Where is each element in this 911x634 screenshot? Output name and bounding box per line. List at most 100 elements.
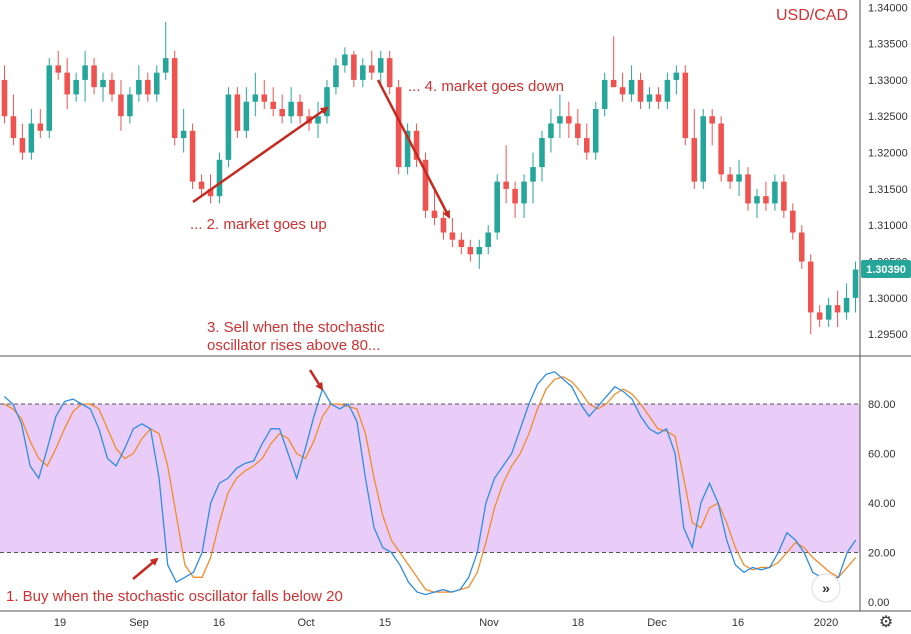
candle-body [476, 247, 483, 255]
candle-body [781, 181, 787, 211]
candle-body [790, 210, 796, 233]
down-arrow [376, 79, 451, 219]
candle-body [485, 232, 492, 248]
time-tick-label: 2020 [814, 617, 838, 629]
chart-title: USD/CAD [776, 7, 848, 24]
candle-body [395, 87, 402, 168]
stochastic-tick-label: 20.00 [868, 548, 896, 560]
stochastic-tick-label: 80.00 [868, 399, 896, 411]
buy-arrow [132, 557, 159, 580]
candle-body [342, 54, 348, 66]
time-tick-label: 15 [379, 617, 391, 629]
candle-body [368, 65, 375, 73]
annotation-market-up: ... 2. market goes up [190, 216, 327, 233]
candle-body [19, 138, 26, 153]
candle-body [180, 130, 187, 139]
candle-body [521, 181, 527, 204]
candle-body [10, 116, 17, 139]
stochastic-band [0, 404, 860, 553]
candle-body [494, 181, 500, 233]
candle-body [834, 305, 841, 313]
candle-body [153, 72, 160, 95]
price-tick-label: 1.29500 [868, 329, 908, 341]
candle-body [333, 65, 339, 88]
candle-body [360, 65, 366, 80]
candle-body [718, 123, 724, 175]
annotation-sell-line2: oscillator rises above 80... [207, 337, 380, 354]
candle-body [700, 116, 707, 182]
time-tick-label: Oct [297, 617, 314, 629]
stochastic-tick-label: 40.00 [868, 498, 896, 510]
candle-body [539, 138, 545, 168]
sell-arrow [308, 369, 324, 391]
candle-body [324, 87, 330, 117]
candle-body [610, 79, 617, 88]
price-tick-label: 1.34000 [868, 2, 908, 14]
candle-body [171, 58, 178, 139]
candle-body [583, 138, 590, 153]
candle-body [198, 181, 205, 189]
candle-body [798, 232, 805, 262]
candle-body [637, 79, 644, 102]
candle-body [619, 87, 626, 95]
stochastic-tick-label: 60.00 [868, 449, 896, 461]
candle-body [64, 72, 70, 95]
last-price-badge [861, 260, 911, 278]
candle-body [118, 94, 124, 117]
time-tick-label: 19 [54, 617, 66, 629]
candle-body [772, 181, 778, 204]
candle-body [503, 181, 509, 189]
candle-body [431, 210, 438, 218]
candle-body [46, 65, 53, 131]
stochastic-axis-ticks: 80.00 60.00 40.00 20.00 0.00 [868, 399, 896, 609]
candle-body [386, 58, 393, 88]
price-tick-label: 1.31000 [868, 220, 908, 232]
time-axis-ticks: 19 Sep 16 Oct 15 Nov 18 Dec 16 2020 [54, 617, 838, 629]
candle-body [763, 196, 769, 204]
candle-body [557, 116, 563, 124]
gear-icon: ⚙ [879, 614, 893, 629]
time-tick-label: Dec [647, 617, 667, 629]
time-tick-label: 18 [572, 617, 584, 629]
candle-body [91, 65, 97, 88]
candle-body [601, 79, 608, 109]
time-tick-label: 16 [732, 617, 744, 629]
candle-body [646, 94, 653, 102]
stochastic-tick-label: 0.00 [868, 597, 889, 609]
candle-body [843, 297, 850, 313]
settings-button[interactable]: ⚙ [879, 614, 893, 631]
price-axis-ticks: 1.34000 1.33500 1.33000 1.32500 1.32000 1.315… [868, 2, 908, 341]
candle-body [225, 94, 232, 160]
candle-body [548, 123, 554, 139]
candle-body [458, 239, 465, 248]
price-tick-label: 1.31500 [868, 184, 908, 196]
candle-body [440, 217, 447, 233]
candle-body [682, 72, 689, 139]
candle-body [807, 261, 814, 313]
scroll-to-realtime-button[interactable]: » [811, 573, 841, 603]
candle-body [727, 174, 733, 182]
candle-body [162, 58, 169, 73]
candle-body [852, 269, 859, 298]
candle-body [216, 159, 223, 197]
price-tick-label: 1.32500 [868, 111, 908, 123]
candle-body [288, 101, 294, 117]
candle-body [691, 138, 698, 182]
candle-body [145, 79, 151, 95]
candle-body [55, 65, 62, 73]
stochastic-d-line [3, 376, 857, 593]
candle-body [189, 130, 196, 182]
candle-body [127, 94, 133, 117]
candle-body [449, 232, 456, 240]
annotation-market-down: ... 4. market goes down [408, 78, 564, 95]
candle-body [73, 79, 79, 95]
candle-body [207, 188, 214, 197]
price-tick-label: 1.33500 [868, 39, 908, 51]
candle-body [592, 108, 599, 153]
candle-body [673, 72, 680, 80]
candle-body [351, 54, 357, 80]
candle-body [270, 101, 277, 109]
up-arrow [192, 106, 329, 204]
annotation-buy: 1. Buy when the stochastic oscillator fa… [6, 588, 343, 605]
stochastic-lines [3, 371, 857, 596]
